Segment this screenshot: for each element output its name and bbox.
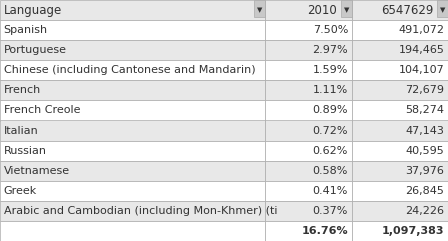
Text: 47,143: 47,143 (405, 126, 444, 135)
Bar (352, 100, 448, 120)
Text: Russian: Russian (4, 146, 47, 156)
Text: Italian: Italian (4, 126, 39, 135)
Bar (265, 20, 352, 40)
Text: Portuguese: Portuguese (4, 45, 67, 55)
Text: 7.50%: 7.50% (313, 25, 348, 35)
Bar (352, 161, 448, 181)
Text: 1.59%: 1.59% (313, 65, 348, 75)
Text: 0.89%: 0.89% (313, 106, 348, 115)
Bar (254, 0, 265, 17)
Bar (0, 201, 265, 221)
Bar (265, 161, 352, 181)
Text: 24,226: 24,226 (405, 206, 444, 216)
Text: French: French (4, 85, 41, 95)
Text: 0.72%: 0.72% (313, 126, 348, 135)
Bar (265, 100, 352, 120)
Bar (352, 221, 448, 241)
Text: Language: Language (4, 4, 62, 17)
Text: ▼: ▼ (440, 7, 445, 13)
Text: Spanish: Spanish (4, 25, 47, 35)
Bar (352, 201, 448, 221)
Bar (265, 80, 352, 100)
Text: 2010: 2010 (307, 4, 337, 17)
Text: 6547629: 6547629 (381, 4, 434, 17)
Text: 0.37%: 0.37% (313, 206, 348, 216)
Bar (352, 40, 448, 60)
Text: Greek: Greek (4, 186, 37, 196)
Bar (265, 60, 352, 80)
Bar (437, 0, 448, 17)
Bar (0, 60, 265, 80)
Text: ▼: ▼ (257, 7, 262, 13)
Bar (265, 120, 352, 141)
Bar (0, 120, 265, 141)
Text: 26,845: 26,845 (405, 186, 444, 196)
Bar (0, 141, 265, 161)
Bar (352, 80, 448, 100)
Bar (0, 100, 265, 120)
Bar (265, 221, 352, 241)
Text: French Creole: French Creole (4, 106, 80, 115)
Text: 194,465: 194,465 (399, 45, 444, 55)
Bar (352, 141, 448, 161)
Text: 16.76%: 16.76% (302, 226, 348, 236)
Text: 491,072: 491,072 (398, 25, 444, 35)
Text: 0.62%: 0.62% (313, 146, 348, 156)
Text: 58,274: 58,274 (405, 106, 444, 115)
Text: 2.97%: 2.97% (312, 45, 348, 55)
Bar (352, 120, 448, 141)
Bar (265, 201, 352, 221)
Text: 72,679: 72,679 (405, 85, 444, 95)
Bar (0, 40, 265, 60)
Bar (265, 181, 352, 201)
Bar (265, 40, 352, 60)
Text: 0.41%: 0.41% (313, 186, 348, 196)
Bar (0, 80, 265, 100)
Bar (352, 0, 448, 20)
Bar (0, 181, 265, 201)
Bar (265, 0, 352, 20)
Text: 104,107: 104,107 (399, 65, 444, 75)
Bar (352, 60, 448, 80)
Text: 0.58%: 0.58% (313, 166, 348, 176)
Bar (0, 20, 265, 40)
Bar (265, 141, 352, 161)
Text: Vietnamese: Vietnamese (4, 166, 70, 176)
Text: ▼: ▼ (344, 7, 349, 13)
Bar (341, 0, 352, 17)
Text: 40,595: 40,595 (406, 146, 444, 156)
Text: 1.11%: 1.11% (313, 85, 348, 95)
Text: 1,097,383: 1,097,383 (382, 226, 444, 236)
Bar (352, 20, 448, 40)
Text: 37,976: 37,976 (405, 166, 444, 176)
Bar (0, 0, 265, 20)
Bar (0, 221, 265, 241)
Bar (352, 181, 448, 201)
Bar (0, 161, 265, 181)
Text: Arabic and Cambodian (including Mon-Khmer) (ti: Arabic and Cambodian (including Mon-Khme… (4, 206, 277, 216)
Text: Chinese (including Cantonese and Mandarin): Chinese (including Cantonese and Mandari… (4, 65, 255, 75)
